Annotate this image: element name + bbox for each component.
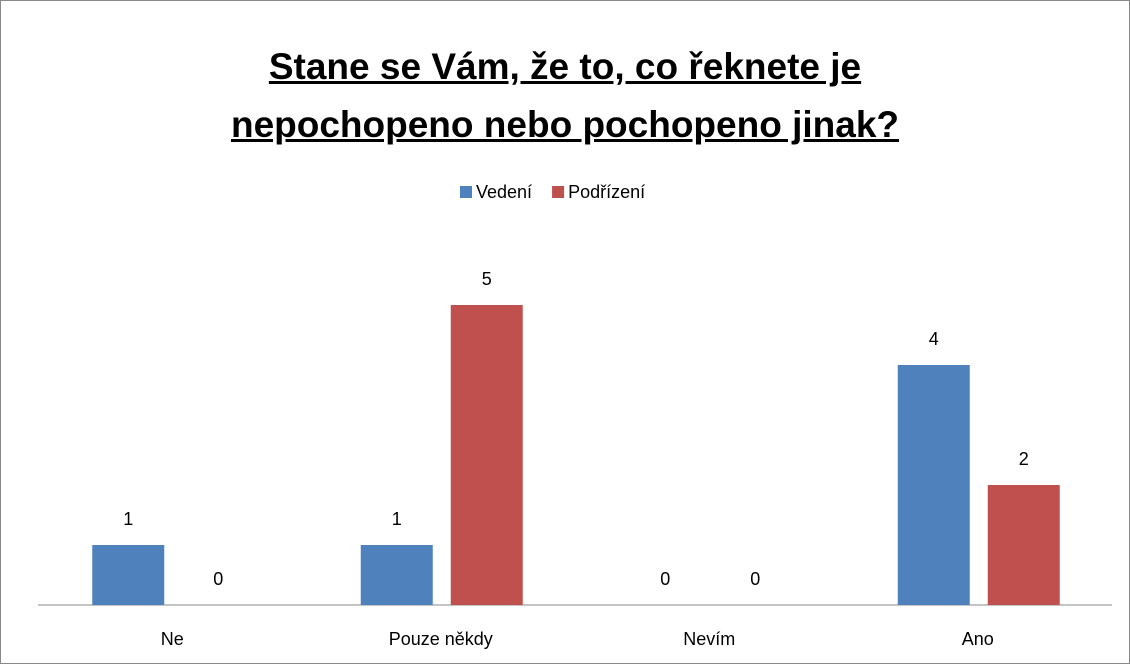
x-tick-label: Nevím xyxy=(683,629,735,649)
bar xyxy=(450,305,523,605)
legend-label: Vedení xyxy=(476,182,532,202)
bar xyxy=(92,545,165,605)
x-tick-label: Ano xyxy=(962,629,994,649)
legend-swatch xyxy=(552,186,565,198)
data-label: 4 xyxy=(929,329,939,349)
bar xyxy=(987,485,1060,605)
bar xyxy=(897,365,970,605)
legend-swatch xyxy=(460,186,472,198)
data-label: 1 xyxy=(392,509,402,529)
data-label: 2 xyxy=(1019,449,1029,469)
data-label: 0 xyxy=(213,569,223,589)
data-label: 5 xyxy=(482,269,492,289)
data-label: 0 xyxy=(660,569,670,589)
data-label: 1 xyxy=(123,509,133,529)
x-tick-label: Pouze někdy xyxy=(389,629,493,649)
bar xyxy=(360,545,433,605)
legend-label: Podřízení xyxy=(568,182,645,202)
data-label: 0 xyxy=(750,569,760,589)
chart-title: Stane se Vám, že to, co řeknete je nepoc… xyxy=(230,46,900,145)
x-tick-label: Ne xyxy=(161,629,184,649)
